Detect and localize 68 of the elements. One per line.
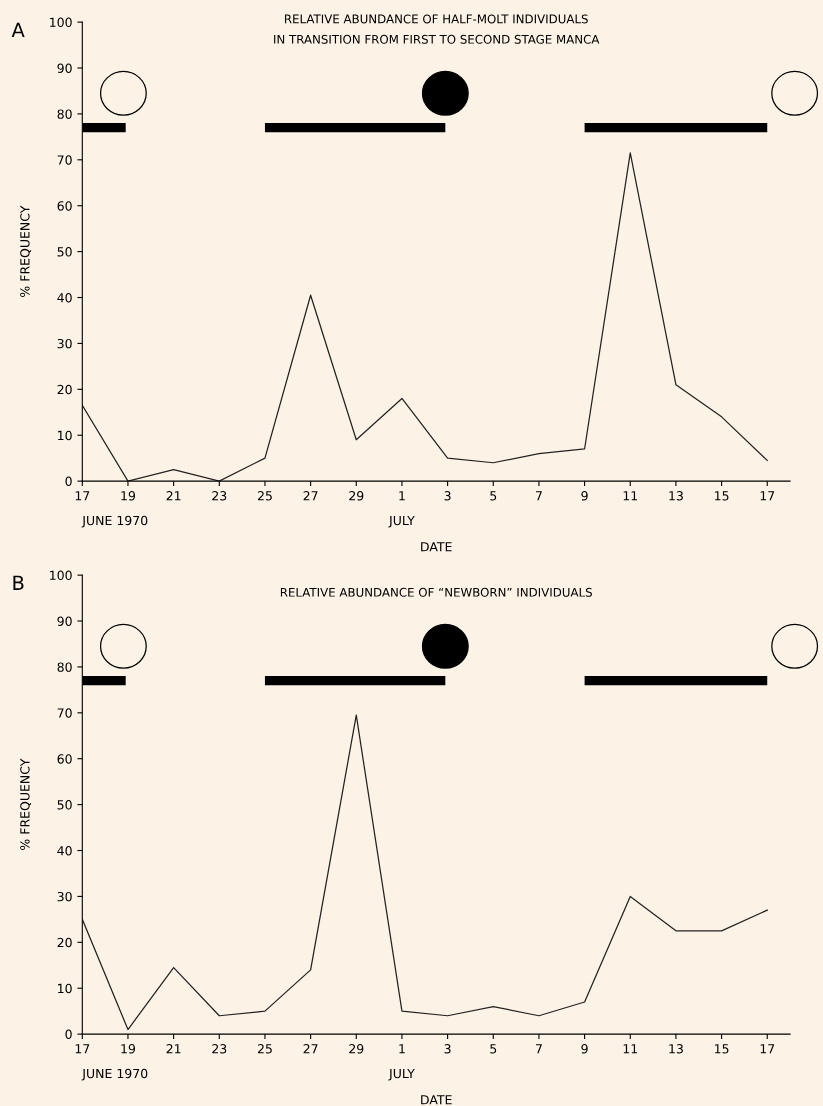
x-tick-label: 17 [760,491,775,501]
y-tick-label: 80 [57,662,72,672]
text: A [11,22,25,37]
y-tick-label: 0 [65,1029,72,1040]
x-tick-label: 13 [669,491,683,501]
x-tick-label: 11 [623,491,638,501]
y-tick-label: 50 [57,800,72,810]
x-tick-label: 23 [212,491,227,501]
x-tick-label: 19 [121,1044,136,1054]
y-tick-label: 80 [57,109,72,119]
y-axis-title: % FREQUENCY [20,758,32,850]
x-tick-label: 25 [257,491,272,501]
x-tick-label: 11 [623,1044,638,1054]
x-tick-label: 17 [75,491,90,501]
x-tick-label: 21 [166,491,181,501]
x-tick-label: 9 [581,491,588,501]
y-tick-label: 0 [65,476,72,487]
y-tick-label: 10 [58,983,72,994]
y-tick-label: 50 [57,247,72,257]
y-tick-label: 30 [57,338,72,349]
y-tick-label: 30 [57,891,72,902]
x-tick-label: 17 [75,1044,90,1054]
y-tick-label: 10 [58,430,72,441]
y-tick-label: 40 [57,292,72,303]
x-tick-label: 1 [399,491,405,501]
x-tick-label: 9 [581,1044,588,1054]
y-tick-label: 70 [57,708,72,718]
x-axis-title: DATE [421,542,452,552]
y-tick-label: 20 [57,384,72,395]
y-tick-label: 100 [50,17,72,28]
y-tick-label: 60 [57,754,72,764]
x-tick-label: 3 [444,1044,451,1054]
y-tick-label: 40 [57,845,72,856]
x-tick-label: 29 [349,1044,364,1054]
text: JULY [388,515,415,528]
text: B [13,575,24,590]
x-tick-label: 19 [121,491,136,501]
x-tick-label: 5 [490,1044,497,1054]
x-tick-label: 17 [760,1044,775,1054]
x-tick-label: 15 [715,1044,729,1054]
x-axis-title: DATE [421,1095,452,1105]
x-tick-label: 13 [669,1044,683,1054]
text: RELATIVE ABUNDANCE OF “NEWBORN” INDIVIDUALS [280,587,592,597]
x-tick-label: 1 [399,1044,405,1054]
x-tick-label: 23 [212,1044,227,1054]
text: JUNE 1970 [81,515,148,528]
y-tick-label: 70 [57,155,72,165]
x-tick-label: 15 [715,491,729,501]
x-tick-label: 29 [349,491,364,501]
y-tick-label: 20 [57,937,72,948]
y-tick-label: 90 [57,63,72,73]
chart-title: RELATIVE ABUNDANCE OF HALF-MOLT INDIVIDUALS IN TRANSITION FROM FIRST TO SECOND STAGE MANCA [274,14,600,44]
text: JULY [388,1068,415,1081]
y-tick-label: 60 [57,201,72,211]
x-tick-label: 7 [535,491,542,501]
x-tick-label: 3 [444,491,451,501]
line-series [82,152,768,482]
line-series [82,714,768,1031]
x-tick-label: 25 [257,1044,272,1054]
y-tick-label: 100 [50,570,72,581]
x-tick-label: 21 [166,1044,181,1054]
x-tick-label: 27 [303,491,318,501]
x-tick-label: 7 [535,1044,542,1054]
y-tick-label: 90 [57,616,72,626]
x-tick-label: 5 [490,491,497,501]
x-tick-label: 27 [303,1044,318,1054]
y-axis-title: % FREQUENCY [20,205,32,297]
text: JUNE 1970 [81,1068,148,1081]
